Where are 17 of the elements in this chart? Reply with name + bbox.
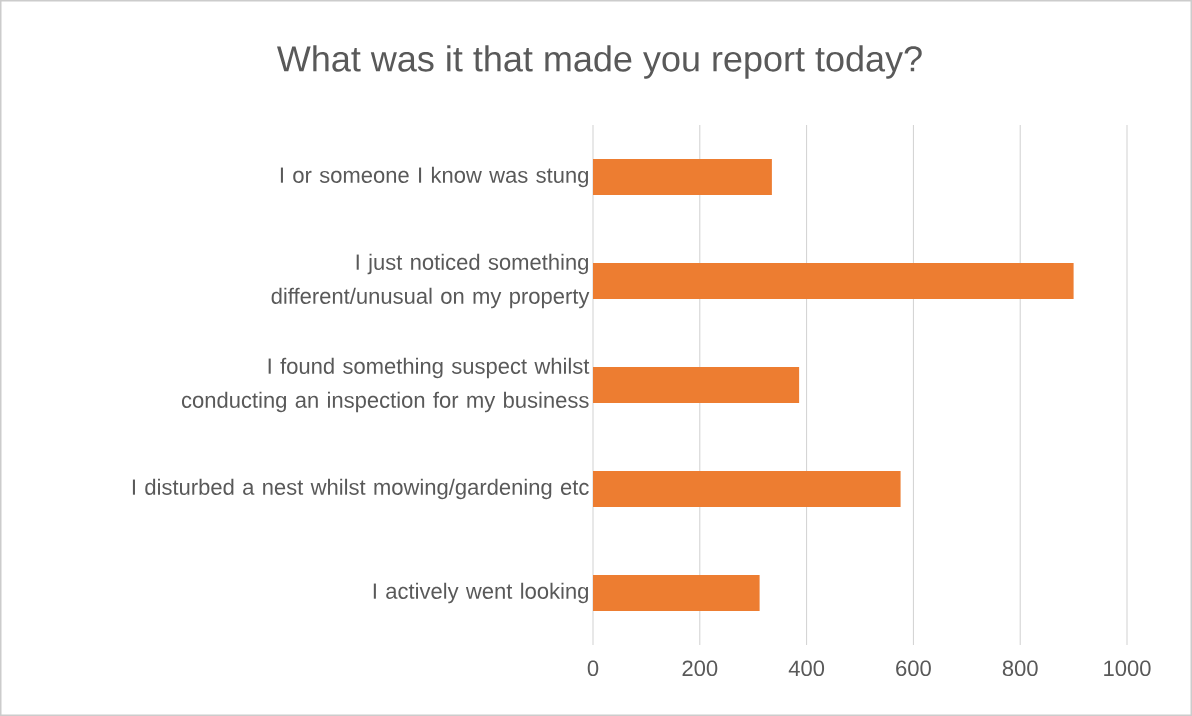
y-tick-label: I found something suspect whilst conducting an inspection for my business [181,357,590,413]
y-tick-label: I just noticed something different/unusual on my property [271,253,590,309]
y-tick-label: I or someone I know was stung [280,166,588,188]
bar [593,367,800,404]
bar [593,159,772,196]
x-tick-label: 400 [788,660,825,677]
bar [593,263,1074,300]
x-tick-label: 1000 [1104,660,1151,677]
chart-title: What was it that made you report today? [277,45,922,79]
x-tick-label: 200 [682,660,718,677]
x-tick-label: 800 [1002,660,1038,677]
x-tick-label: 0 [587,660,599,677]
bar [593,575,760,612]
bar [593,471,901,508]
y-tick-label: I actively went looking [373,582,588,604]
x-tick-label: 600 [896,660,931,677]
y-tick-label: I disturbed a nest whilst mowing/gardening etc [132,478,589,500]
